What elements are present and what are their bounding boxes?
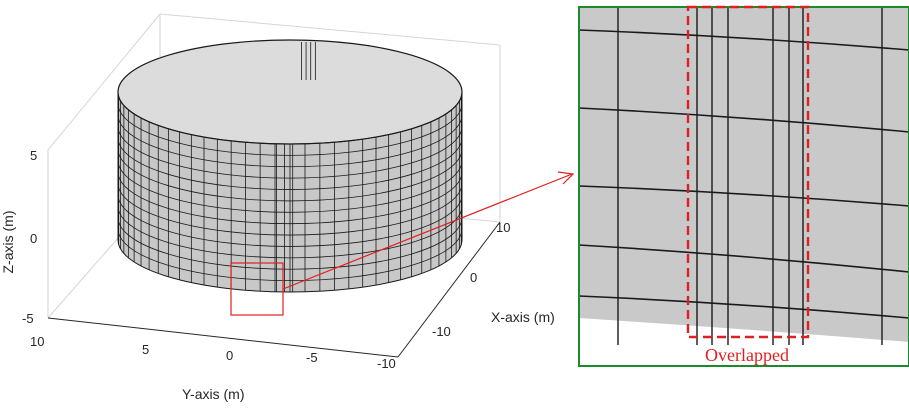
zoom-ring-line [579, 185, 909, 207]
y-tick-label: -5 [306, 350, 318, 365]
x-axis-label: X-axis (m) [491, 309, 555, 325]
zoom-mesh [579, 7, 909, 345]
zoom-ring-line [579, 107, 909, 133]
y-tick-label: -10 [377, 356, 396, 371]
zoom-arrow [282, 171, 575, 290]
z-axis: 5 0 -5 Z-axis (m) [0, 148, 37, 326]
y-tick-label: 10 [30, 334, 44, 349]
zoom-ring-line [579, 295, 909, 319]
x-axis: 10 0 -10 X-axis (m) [432, 220, 555, 339]
x-tick-label: 10 [496, 220, 510, 235]
y-axis: 10 5 0 -5 -10 Y-axis (m) [30, 334, 396, 402]
axis-floor-lines [47, 221, 501, 358]
overlap-caption: Overlapped [705, 345, 789, 365]
zoom-panel: Overlapped [578, 5, 909, 367]
cylinder-mesh [117, 42, 463, 292]
cylinder [117, 39, 463, 293]
zoom-surface [579, 7, 909, 342]
y-tick-label: 5 [142, 342, 149, 357]
plot-3d: 5 0 -5 Z-axis (m) 10 5 0 -5 -10 Y-axis (… [0, 13, 575, 402]
zoom-ring-line [579, 29, 909, 51]
z-tick-label: 5 [30, 148, 37, 163]
z-axis-label: Z-axis (m) [0, 211, 16, 274]
zoom-ring-line [579, 244, 909, 273]
overlap-highlight-box [686, 5, 810, 339]
y-tick-label: 0 [226, 348, 233, 363]
x-tick-label: -10 [432, 324, 451, 339]
z-tick-label: -5 [22, 311, 34, 326]
y-axis-label: Y-axis (m) [182, 386, 245, 402]
z-tick-label: 0 [30, 231, 37, 246]
cylinder-rim [117, 39, 463, 145]
x-tick-label: 0 [470, 270, 477, 285]
